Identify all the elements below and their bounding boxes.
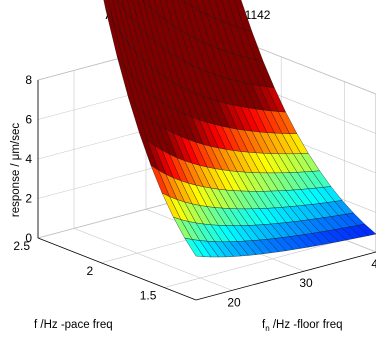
y-tick-label: 2 bbox=[87, 264, 94, 278]
z-tick-label: 2 bbox=[25, 192, 32, 206]
x-tick-label: 40 bbox=[371, 257, 376, 271]
z-tick-label: 6 bbox=[25, 113, 32, 127]
z-axis-label: response / μm/sec bbox=[10, 123, 22, 217]
x-axis-label-subscript: n bbox=[265, 324, 269, 333]
z-tick-label: 8 bbox=[25, 73, 32, 87]
surface-mesh bbox=[103, 0, 376, 258]
y-tick-label: 1.5 bbox=[140, 289, 157, 303]
x-axis-label: fn /Hz -floor freq bbox=[262, 319, 343, 333]
tick-labels: 0 2 4 6 8 1.5 2 2.5 20 30 40 bbox=[13, 73, 376, 309]
z-tick-label: 4 bbox=[25, 152, 32, 166]
y-axis-label: f /Hz -pace freq bbox=[34, 319, 113, 331]
x-axis-label-rest: /Hz -floor freq bbox=[270, 319, 343, 331]
x-tick-label: 20 bbox=[227, 295, 241, 309]
surface-cell bbox=[184, 237, 204, 257]
x-axis-label-main: f bbox=[262, 319, 266, 331]
z-tick-label: 0 bbox=[25, 231, 32, 245]
y-axis-line bbox=[37, 237, 197, 301]
x-axis-line bbox=[195, 251, 376, 301]
x-tick-label: 30 bbox=[299, 276, 313, 290]
y-tick-label: 2.5 bbox=[13, 239, 30, 253]
